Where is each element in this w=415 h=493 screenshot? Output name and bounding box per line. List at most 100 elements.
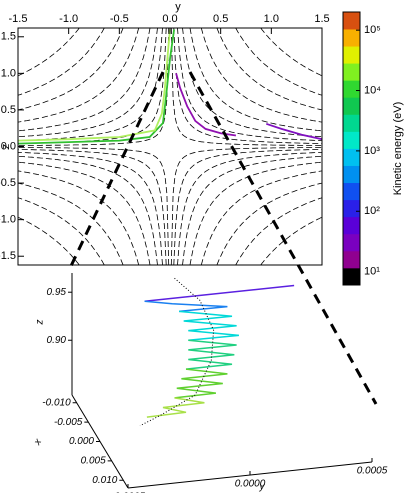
field-line <box>18 147 170 265</box>
y-tick-label: -1.5 <box>0 250 16 262</box>
colorbar-tick-label: 10⁵ <box>364 24 381 36</box>
field-line <box>173 28 322 144</box>
colorbar-label: Kinetic energy (eV) <box>392 102 404 196</box>
field-line <box>18 28 170 146</box>
colorbar-band <box>343 216 360 235</box>
field-line <box>18 161 151 265</box>
x-tick-label: 0.005 <box>81 456 106 467</box>
field-line <box>189 28 322 132</box>
x-tick-label: 0.5 <box>213 13 228 25</box>
colorbar-band <box>343 131 360 149</box>
main-plot: -1.5 -1.0 -0.5 0.0 0.5 1.0 1.5 -1.5 -1.0 -0.5 0.0 0… <box>0 1 330 266</box>
y-tick-label: 0.0000 <box>235 479 266 490</box>
field-line <box>200 28 322 123</box>
field-line <box>18 170 140 265</box>
colorbar-band <box>343 63 360 81</box>
z-tick-label: 0.95 <box>47 287 67 298</box>
field-line <box>173 149 322 265</box>
trajectory <box>174 368 228 399</box>
field-line <box>170 147 322 265</box>
x-tick-label: 0.0 <box>162 13 177 25</box>
colorbar-band <box>343 12 360 30</box>
colorbar-band <box>343 114 360 132</box>
x-tick-label: 1.5 <box>314 13 329 25</box>
field-line <box>18 182 124 265</box>
x-tick-label: -1.5 <box>9 13 28 25</box>
y-tick-label: 1.0 <box>1 67 16 79</box>
colorbar-band <box>343 29 360 47</box>
trajectory <box>146 397 205 418</box>
colorbar-band <box>343 250 360 269</box>
x-tick-label: -1.0 <box>59 13 78 25</box>
colorbar: 10¹ 10² 10³ 10⁴ 10⁵ Kinetic energy (eV) <box>342 11 404 286</box>
y-axis-label: z <box>0 144 12 150</box>
field-line <box>18 28 105 96</box>
y-tick-label: -0.0005 <box>111 492 145 493</box>
x-tick-label: -0.010 <box>42 397 71 408</box>
field-line <box>216 28 322 111</box>
y-tick-label: 0.5 <box>1 104 16 116</box>
trajectory <box>144 284 295 302</box>
y-tick-label: -1.0 <box>0 214 16 226</box>
field-line <box>182 28 322 138</box>
field-line <box>170 28 322 146</box>
field-line <box>235 28 322 96</box>
field-line <box>200 170 322 265</box>
z-axis-label: z <box>35 320 46 326</box>
inset-3d: 0.90 0.95 -0.010 -0.005 0.000 0.005 0.010 -0.00… <box>32 273 388 493</box>
field-line <box>18 216 80 265</box>
zoom-guide <box>60 71 165 286</box>
y-tick-label: 0.0 <box>1 140 16 152</box>
guiding-center <box>139 277 215 427</box>
x-tick-label: -0.5 <box>110 13 129 25</box>
field-line <box>216 182 322 265</box>
y-tick-label: 0.0005 <box>357 466 388 477</box>
x-tick-label: 0.010 <box>92 475 117 486</box>
colorbar-band <box>343 267 360 286</box>
field-line <box>189 161 322 265</box>
field-line <box>177 28 322 141</box>
field-line <box>260 28 322 77</box>
colorbar-band <box>343 80 360 98</box>
y-axis-label: y <box>259 482 266 493</box>
colorbar-tick-label: 10³ <box>364 145 380 157</box>
trajectory <box>175 73 237 137</box>
x-tick-label: 0.000 <box>69 436 94 447</box>
colorbar-tick-label: 10⁴ <box>364 84 381 96</box>
z-tick-label: 0.90 <box>47 335 67 346</box>
colorbar-band <box>343 199 360 218</box>
field-line <box>235 197 322 265</box>
colorbar-frame <box>342 11 361 286</box>
colorbar-band <box>343 46 360 64</box>
x-axis-label: x <box>32 436 45 448</box>
colorbar-tick-label: 10¹ <box>364 266 380 278</box>
colorbar-band <box>343 233 360 252</box>
y-tick-label: -0.5 <box>0 177 16 189</box>
field-line <box>18 28 140 123</box>
field-line <box>182 155 322 265</box>
trajectory <box>266 122 322 141</box>
y-tick-label: 1.5 <box>1 31 16 43</box>
trajectory <box>18 29 171 142</box>
x-tick-label: 1.0 <box>264 13 279 25</box>
field-line <box>18 28 80 77</box>
trajectory <box>144 300 228 313</box>
field-line <box>18 152 163 265</box>
field-line <box>18 28 158 138</box>
field-line <box>260 216 322 265</box>
zoom-guide <box>188 71 378 405</box>
colorbar-tick-label: 10² <box>364 205 380 217</box>
field-line <box>18 28 167 144</box>
field-line <box>18 28 163 141</box>
field-line <box>18 197 105 265</box>
field-line <box>18 28 124 111</box>
field-line <box>18 149 167 265</box>
colorbar-band <box>343 182 360 201</box>
colorbar-band <box>343 165 360 184</box>
x-axis-label: y <box>175 1 181 13</box>
colorbar-band <box>343 97 360 115</box>
field-line <box>177 152 322 265</box>
inset-background <box>0 266 332 493</box>
plot-area <box>18 28 322 265</box>
